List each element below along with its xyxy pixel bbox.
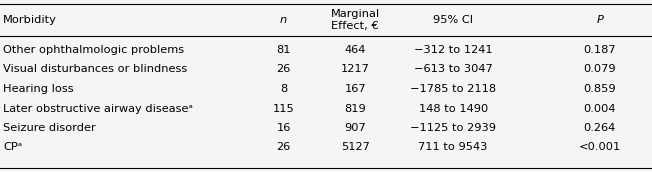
Text: 907: 907 bbox=[344, 123, 366, 133]
Text: CPᵃ: CPᵃ bbox=[3, 142, 22, 153]
Text: 81: 81 bbox=[276, 45, 291, 55]
Text: −1785 to 2118: −1785 to 2118 bbox=[410, 84, 496, 94]
Text: 26: 26 bbox=[276, 142, 291, 153]
Text: Hearing loss: Hearing loss bbox=[3, 84, 74, 94]
Text: 95% CI: 95% CI bbox=[433, 15, 473, 25]
Text: −312 to 1241: −312 to 1241 bbox=[414, 45, 492, 55]
Text: 819: 819 bbox=[344, 104, 366, 114]
Text: 115: 115 bbox=[273, 104, 295, 114]
Text: 5127: 5127 bbox=[341, 142, 370, 153]
Text: 26: 26 bbox=[276, 64, 291, 74]
Text: −613 to 3047: −613 to 3047 bbox=[414, 64, 492, 74]
Text: Later obstructive airway diseaseᵃ: Later obstructive airway diseaseᵃ bbox=[3, 104, 193, 114]
Text: 148 to 1490: 148 to 1490 bbox=[419, 104, 488, 114]
Text: P: P bbox=[597, 15, 603, 25]
Text: 8: 8 bbox=[280, 84, 288, 94]
Text: n: n bbox=[280, 15, 288, 25]
Text: 0.004: 0.004 bbox=[584, 104, 616, 114]
Text: 711 to 9543: 711 to 9543 bbox=[419, 142, 488, 153]
Text: 0.187: 0.187 bbox=[584, 45, 616, 55]
Text: Other ophthalmologic problems: Other ophthalmologic problems bbox=[3, 45, 185, 55]
Text: Seizure disorder: Seizure disorder bbox=[3, 123, 96, 133]
Text: −1125 to 2939: −1125 to 2939 bbox=[410, 123, 496, 133]
Text: Marginal
Effect, €: Marginal Effect, € bbox=[331, 9, 380, 31]
Text: Morbidity: Morbidity bbox=[3, 15, 57, 25]
Text: 1217: 1217 bbox=[341, 64, 370, 74]
Text: 16: 16 bbox=[276, 123, 291, 133]
Text: <0.001: <0.001 bbox=[579, 142, 621, 153]
Text: 0.859: 0.859 bbox=[584, 84, 616, 94]
Text: 0.079: 0.079 bbox=[584, 64, 616, 74]
Text: 167: 167 bbox=[344, 84, 366, 94]
Text: 0.264: 0.264 bbox=[584, 123, 616, 133]
Text: Visual disturbances or blindness: Visual disturbances or blindness bbox=[3, 64, 188, 74]
Text: 464: 464 bbox=[345, 45, 366, 55]
